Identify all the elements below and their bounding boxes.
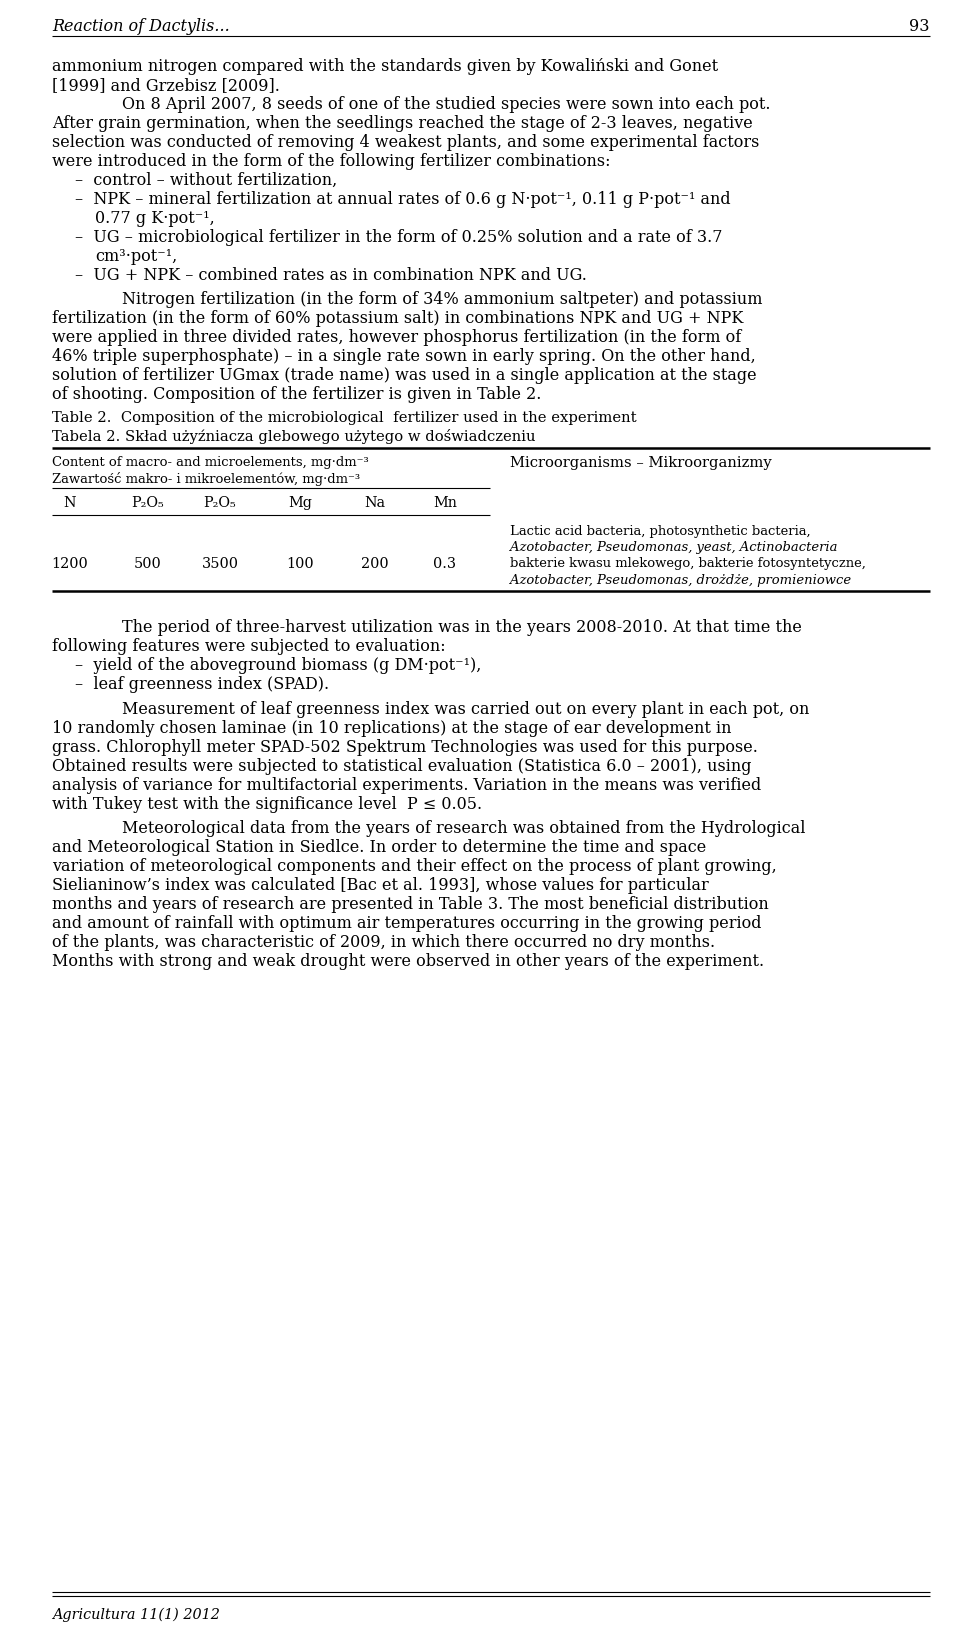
- Text: 0.77 g K·pot⁻¹,: 0.77 g K·pot⁻¹,: [95, 209, 215, 227]
- Text: Sielianinow’s index was calculated [Bac et al. 1993], whose values for particula: Sielianinow’s index was calculated [Bac …: [52, 877, 708, 894]
- Text: 3500: 3500: [202, 557, 238, 572]
- Text: with Tukey test with the significance level  P ≤ 0.05.: with Tukey test with the significance le…: [52, 796, 482, 812]
- Text: solution of fertilizer UGmax (trade name) was used in a single application at th: solution of fertilizer UGmax (trade name…: [52, 368, 756, 384]
- Text: Nitrogen fertilization (in the form of 34% ammonium saltpeter) and potassium: Nitrogen fertilization (in the form of 3…: [122, 291, 762, 309]
- Text: Microorganisms – Mikroorganizmy: Microorganisms – Mikroorganizmy: [510, 456, 772, 471]
- Text: Obtained results were subjected to statistical evaluation (Statistica 6.0 – 2001: Obtained results were subjected to stati…: [52, 758, 752, 775]
- Text: The period of three-harvest utilization was in the years 2008-2010. At that time: The period of three-harvest utilization …: [122, 619, 802, 636]
- Text: Reaction of Dactylis...: Reaction of Dactylis...: [52, 18, 229, 34]
- Text: Meteorological data from the years of research was obtained from the Hydrologica: Meteorological data from the years of re…: [122, 820, 805, 837]
- Text: Lactic acid bacteria, photosynthetic bacteria,: Lactic acid bacteria, photosynthetic bac…: [510, 525, 810, 538]
- Text: Mg: Mg: [288, 497, 312, 510]
- Text: Tabela 2. Skład użyźniacza glebowego użytego w doświadczeniu: Tabela 2. Skład użyźniacza glebowego uży…: [52, 430, 536, 444]
- Text: Azotobacter, Pseudomonas, drożdże, promieniowce: Azotobacter, Pseudomonas, drożdże, promi…: [510, 574, 852, 587]
- Text: were applied in three divided rates, however phosphorus fertilization (in the fo: were applied in three divided rates, how…: [52, 330, 741, 346]
- Text: cm³·pot⁻¹,: cm³·pot⁻¹,: [95, 248, 178, 265]
- Text: –  control – without fertilization,: – control – without fertilization,: [75, 172, 337, 190]
- Text: 200: 200: [361, 557, 389, 572]
- Text: following features were subjected to evaluation:: following features were subjected to eva…: [52, 637, 445, 655]
- Text: N: N: [63, 497, 76, 510]
- Text: Mn: Mn: [433, 497, 457, 510]
- Text: of shooting. Composition of the fertilizer is given in Table 2.: of shooting. Composition of the fertiliz…: [52, 386, 541, 404]
- Text: 500: 500: [134, 557, 162, 572]
- Text: Measurement of leaf greenness index was carried out on every plant in each pot, : Measurement of leaf greenness index was …: [122, 701, 809, 717]
- Text: 10 randomly chosen laminae (in 10 replications) at the stage of ear development : 10 randomly chosen laminae (in 10 replic…: [52, 719, 732, 737]
- Text: –  NPK – mineral fertilization at annual rates of 0.6 g N·pot⁻¹, 0.11 g P·pot⁻¹ : – NPK – mineral fertilization at annual …: [75, 191, 731, 208]
- Text: –  UG – microbiological fertilizer in the form of 0.25% solution and a rate of 3: – UG – microbiological fertilizer in the…: [75, 229, 723, 245]
- Text: months and years of research are presented in Table 3. The most beneficial distr: months and years of research are present…: [52, 895, 769, 913]
- Text: Months with strong and weak drought were observed in other years of the experime: Months with strong and weak drought were…: [52, 953, 764, 971]
- Text: –  UG + NPK – combined rates as in combination NPK and UG.: – UG + NPK – combined rates as in combin…: [75, 266, 587, 284]
- Text: were introduced in the form of the following fertilizer combinations:: were introduced in the form of the follo…: [52, 154, 611, 170]
- Text: Table 2.  Composition of the microbiological  fertilizer used in the experiment: Table 2. Composition of the microbiologi…: [52, 410, 636, 425]
- Text: 1200: 1200: [52, 557, 88, 572]
- Text: P₂O₅: P₂O₅: [204, 497, 236, 510]
- Text: bakterie kwasu mlekowego, bakterie fotosyntetyczne,: bakterie kwasu mlekowego, bakterie fotos…: [510, 557, 866, 570]
- Text: 93: 93: [909, 18, 930, 34]
- Text: of the plants, was characteristic of 2009, in which there occurred no dry months: of the plants, was characteristic of 200…: [52, 935, 715, 951]
- Text: After grain germination, when the seedlings reached the stage of 2-3 leaves, neg: After grain germination, when the seedli…: [52, 114, 753, 132]
- Text: 0.3: 0.3: [433, 557, 457, 572]
- Text: 46% triple superphosphate) – in a single rate sown in early spring. On the other: 46% triple superphosphate) – in a single…: [52, 348, 756, 366]
- Text: Zawartość makro- i mikroelementów, mg·dm⁻³: Zawartość makro- i mikroelementów, mg·dm…: [52, 472, 360, 485]
- Text: –  leaf greenness index (SPAD).: – leaf greenness index (SPAD).: [75, 676, 329, 693]
- Text: On 8 April 2007, 8 seeds of one of the studied species were sown into each pot.: On 8 April 2007, 8 seeds of one of the s…: [122, 96, 771, 113]
- Text: and Meteorological Station in Siedlce. In order to determine the time and space: and Meteorological Station in Siedlce. I…: [52, 840, 707, 856]
- Text: analysis of variance for multifactorial experiments. Variation in the means was : analysis of variance for multifactorial …: [52, 776, 761, 794]
- Text: [1999] and Grzebisz [2009].: [1999] and Grzebisz [2009].: [52, 77, 280, 95]
- Text: Agricultura 11(1) 2012: Agricultura 11(1) 2012: [52, 1608, 220, 1623]
- Text: Na: Na: [365, 497, 386, 510]
- Text: –  yield of the aboveground biomass (g DM·pot⁻¹),: – yield of the aboveground biomass (g DM…: [75, 657, 481, 675]
- Text: grass. Chlorophyll meter SPAD-502 Spektrum Technologies was used for this purpos: grass. Chlorophyll meter SPAD-502 Spektr…: [52, 739, 757, 755]
- Text: ammonium nitrogen compared with the standards given by Kowaliński and Gonet: ammonium nitrogen compared with the stan…: [52, 57, 718, 75]
- Text: fertilization (in the form of 60% potassium salt) in combinations NPK and UG + N: fertilization (in the form of 60% potass…: [52, 310, 743, 327]
- Text: and amount of rainfall with optimum air temperatures occurring in the growing pe: and amount of rainfall with optimum air …: [52, 915, 761, 931]
- Text: Content of macro- and microelements, mg·dm⁻³: Content of macro- and microelements, mg·…: [52, 456, 369, 469]
- Text: variation of meteorological components and their effect on the process of plant : variation of meteorological components a…: [52, 858, 777, 876]
- Text: selection was conducted of removing 4 weakest plants, and some experimental fact: selection was conducted of removing 4 we…: [52, 134, 759, 150]
- Text: Azotobacter, Pseudomonas, yeast, Actinobacteria: Azotobacter, Pseudomonas, yeast, Actinob…: [510, 541, 837, 554]
- Text: P₂O₅: P₂O₅: [132, 497, 164, 510]
- Text: 100: 100: [286, 557, 314, 572]
